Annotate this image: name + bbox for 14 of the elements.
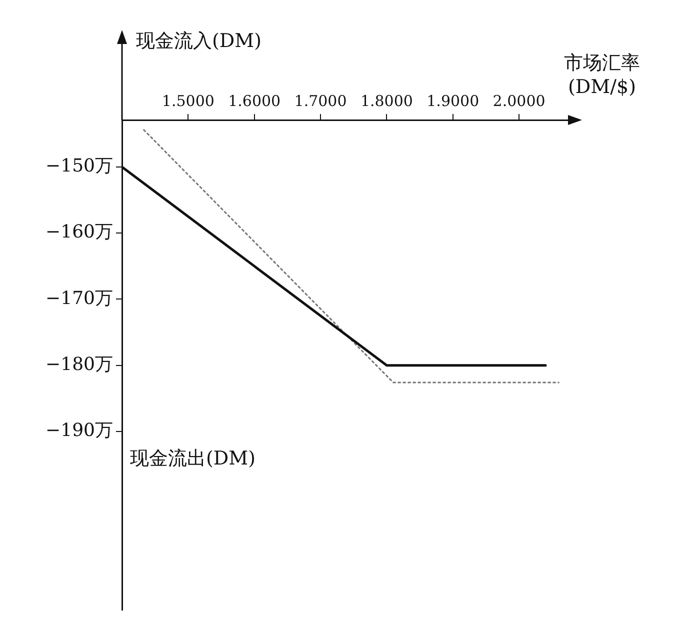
x-tick-label: 1.9000 (426, 92, 480, 110)
x-axis-title: 市场汇率 (DM/$) (564, 52, 640, 98)
annotation: 现金流出(DM) (130, 447, 256, 470)
y-tick-label: −180万 (46, 354, 113, 376)
y-tick-label: −190万 (46, 420, 113, 442)
y-tick-label: −150万 (46, 156, 113, 177)
y-tick-label: −170万 (46, 288, 113, 309)
x-tick-label: 1.6000 (228, 92, 281, 110)
y-tick-label: −160万 (46, 222, 113, 243)
x-tick-label: 1.7000 (294, 92, 347, 110)
y-axis-title: 现金流入(DM) (136, 30, 262, 52)
x-tick-label: 1.8000 (360, 92, 413, 110)
x-tick-label: 2.0000 (492, 92, 546, 110)
x-tick-label: 1.5000 (162, 92, 214, 110)
